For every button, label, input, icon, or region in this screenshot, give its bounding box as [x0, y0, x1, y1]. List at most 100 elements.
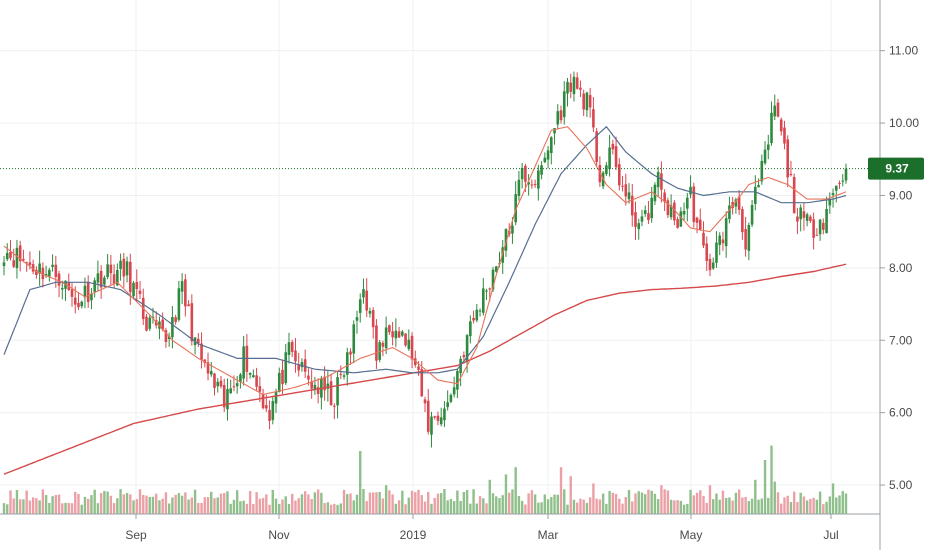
volume-bar: [297, 498, 300, 514]
candle-body: [592, 109, 595, 128]
volume-bar: [462, 491, 466, 514]
candle-body: [203, 359, 207, 363]
candle-body: [485, 290, 488, 292]
candle-body: [197, 338, 200, 344]
candle-body: [588, 95, 592, 108]
candle-body: [546, 150, 550, 160]
volume-bar: [436, 493, 440, 514]
candle-body: [35, 269, 38, 275]
volume-bar: [689, 489, 692, 514]
candle-body: [349, 351, 352, 355]
volume-bar: [767, 497, 770, 514]
volume-bar: [718, 499, 721, 514]
volume-bar: [598, 499, 602, 514]
grid: [0, 0, 880, 514]
volume-bar: [232, 499, 236, 514]
candle-body: [559, 110, 563, 121]
y-tick-label: 9.00: [889, 188, 913, 202]
volume-bar: [835, 497, 838, 514]
volume-bar: [258, 498, 262, 514]
volume-bar: [12, 498, 15, 514]
volume-bar: [365, 501, 368, 514]
volume-bar: [187, 499, 190, 514]
candle-body: [605, 165, 608, 175]
candle-body: [436, 415, 440, 421]
volume-bar: [550, 497, 553, 514]
volume-bar: [142, 494, 145, 514]
volume-bar: [323, 503, 326, 514]
candle-body: [462, 355, 466, 358]
volume-bar: [31, 497, 35, 514]
candle-body: [430, 416, 433, 435]
candle-body: [556, 111, 560, 125]
candle-body: [663, 192, 666, 202]
volume-bar: [647, 489, 650, 514]
candle-body: [401, 331, 404, 336]
volume-bar: [151, 496, 155, 514]
volume-bar: [245, 503, 249, 514]
volume-bar: [132, 500, 135, 514]
volume-bar: [511, 489, 514, 514]
volume-bar: [74, 491, 77, 514]
volume-bar: [125, 492, 129, 514]
volume-bar: [669, 499, 673, 514]
candle-body: [689, 186, 692, 195]
candle-body: [290, 341, 294, 352]
candle-body: [258, 386, 262, 392]
candle-body: [277, 372, 281, 392]
volume-bar: [420, 495, 423, 514]
candle-body: [83, 285, 87, 298]
candle-body: [271, 401, 275, 420]
candle-body: [161, 319, 164, 330]
volume-bar: [61, 503, 64, 514]
volume-bar: [417, 489, 420, 514]
volume-bar: [281, 499, 284, 514]
candle-body: [456, 370, 459, 390]
candle-body: [310, 381, 313, 389]
candle-body: [695, 217, 699, 223]
volume-bars: [2, 445, 848, 514]
volume-bar: [569, 476, 572, 514]
candle-body: [151, 316, 155, 319]
volume-bar: [537, 502, 540, 514]
volume-bar: [261, 497, 265, 514]
candle-body: [744, 229, 747, 250]
volume-bar: [427, 492, 430, 514]
candle-body: [235, 383, 239, 387]
candle-body: [138, 290, 142, 294]
candle-body: [284, 352, 288, 384]
volume-bar: [339, 503, 342, 514]
volume-bar: [485, 503, 488, 514]
moving-averages: [3, 125, 847, 475]
candle-body: [757, 185, 760, 188]
volume-bar: [724, 497, 728, 514]
volume-bar: [64, 502, 67, 514]
candle-body: [562, 91, 566, 118]
volume-bar: [540, 502, 543, 514]
candle-body: [692, 186, 696, 222]
volume-bar: [109, 495, 113, 514]
candle-body: [48, 269, 51, 277]
volume-bar: [397, 500, 401, 514]
last-price-badge-box: [868, 157, 924, 180]
volume-bar: [200, 502, 203, 514]
volume-bar: [252, 503, 255, 514]
candle-body: [465, 335, 469, 362]
volume-bar: [96, 503, 100, 514]
candle-body: [206, 362, 210, 374]
candle-body: [611, 143, 615, 150]
candle-body: [388, 325, 391, 333]
candle-body: [229, 388, 232, 394]
volume-bar: [841, 491, 844, 514]
volume-bar: [87, 498, 90, 514]
volume-bar: [822, 504, 825, 514]
candle-body: [598, 165, 602, 183]
candle-body: [582, 93, 585, 110]
candlesticks: [2, 71, 848, 448]
volume-bar: [446, 500, 449, 514]
candle-body: [397, 331, 401, 338]
volume-bar: [530, 490, 534, 514]
candle-body: [491, 269, 495, 290]
